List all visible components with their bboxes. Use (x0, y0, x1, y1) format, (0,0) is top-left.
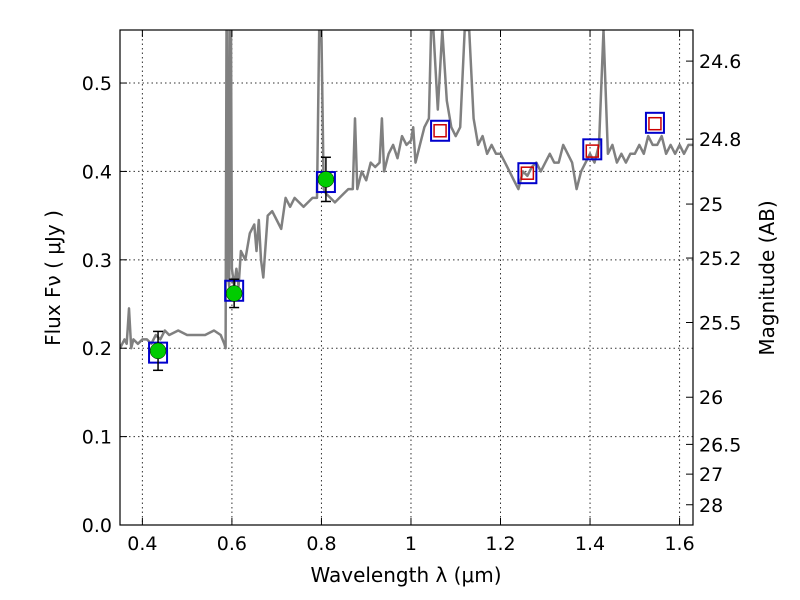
y-tick-label: 0.1 (82, 427, 112, 449)
plot-area (120, 30, 693, 372)
right-tick-label: 28 (699, 495, 723, 517)
right-tick-label: 24.6 (699, 51, 741, 73)
spectrum-line (120, 30, 693, 350)
y-tick-label: 0.3 (82, 250, 112, 272)
y-tick-label: 0.2 (82, 338, 112, 360)
y-axis-title: Flux Fν ( μJy ) (41, 210, 65, 346)
y-tick-label: 0.4 (82, 161, 112, 183)
x-tick-label: 1.2 (485, 533, 515, 555)
right-tick-label: 25.5 (699, 313, 741, 335)
x-tick-label: 0.6 (217, 533, 247, 555)
x-tick-label: 1 (405, 533, 417, 555)
right-axis-title: Magnitude (AB) (755, 200, 779, 355)
upper-limit-marker (648, 116, 662, 131)
x-axis-title: Wavelength λ (μm) (310, 563, 501, 587)
plot-frame (119, 29, 694, 526)
x-tick-label: 0.4 (127, 533, 157, 555)
x-tick-label: 0.8 (306, 533, 336, 555)
model-mag-marker (517, 162, 538, 185)
right-tick-label: 26 (699, 387, 723, 409)
observed-point (149, 342, 167, 360)
upper-limit-marker (520, 166, 535, 180)
model-mag-marker (644, 111, 665, 134)
observed-point (225, 285, 243, 302)
y-tick-label: 0.0 (82, 515, 112, 537)
x-tick-label: 1.4 (575, 533, 605, 555)
observed-point (317, 171, 335, 188)
x-tick-label: 1.6 (664, 533, 694, 555)
model-mag-marker (430, 119, 451, 142)
model-mag-marker (582, 138, 603, 161)
upper-limit-marker (585, 144, 600, 158)
y-tick-label: 0.5 (82, 73, 112, 95)
right-tick-label: 27 (699, 464, 723, 486)
ticks: 0.4 0.6 0.8 1 1.2 1.4 1.6 0.0 0.1 0.2 0.3 0.4 0.5 24.… (82, 30, 741, 555)
upper-limit-marker (433, 124, 447, 138)
right-tick-label: 25 (699, 194, 723, 216)
right-tick-label: 24.8 (699, 129, 741, 151)
right-tick-label: 26.5 (699, 434, 741, 456)
right-tick-label: 25.2 (699, 248, 741, 270)
